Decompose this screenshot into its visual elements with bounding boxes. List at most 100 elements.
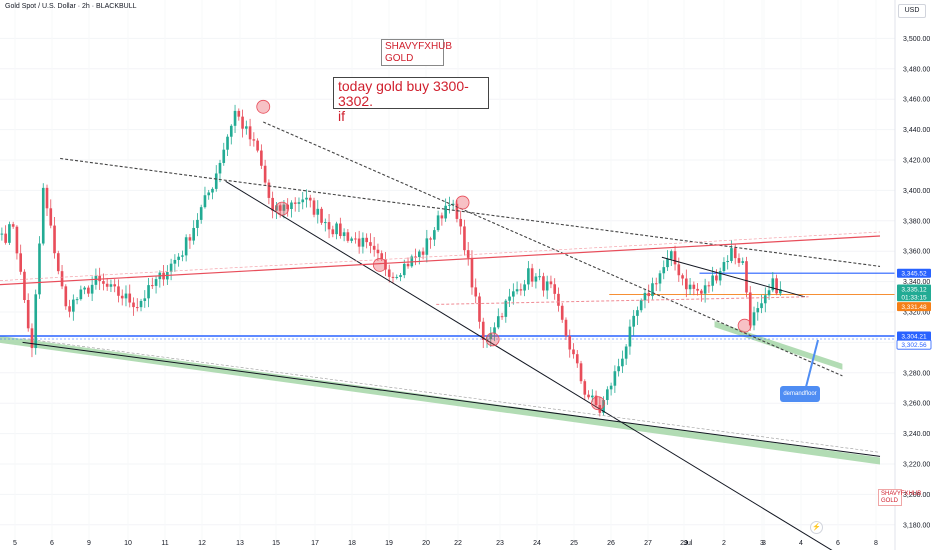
candlesticks <box>0 104 782 417</box>
trade-line2: if <box>338 108 345 124</box>
candle-body <box>192 227 195 241</box>
candle-body <box>26 300 30 329</box>
candle-body <box>463 226 466 251</box>
candle-body <box>621 358 624 367</box>
candle-body <box>421 251 425 255</box>
candle-body <box>673 251 677 265</box>
candle-body <box>564 319 568 336</box>
candle-body <box>395 276 399 278</box>
candle-body <box>474 287 478 297</box>
trendline <box>263 121 843 377</box>
candle-body <box>354 238 357 240</box>
candle-body <box>425 238 429 255</box>
candle-body <box>339 223 342 237</box>
candle-body <box>372 245 376 250</box>
candle-body <box>229 125 233 137</box>
candle-body <box>440 215 444 219</box>
candle-body <box>560 305 564 320</box>
x-tick-label: 9 <box>87 540 91 547</box>
candle-body <box>342 232 346 237</box>
candle-body <box>214 173 218 189</box>
lightning-icon[interactable]: ⚡ <box>810 521 823 534</box>
brand-note[interactable]: SHAVYFXHUB GOLD <box>381 39 453 66</box>
candle-body <box>707 285 711 287</box>
x-tick-label: 19 <box>385 540 393 547</box>
candle-body <box>113 284 117 287</box>
candle-body <box>666 258 669 268</box>
candle-body <box>575 354 579 364</box>
candle-body <box>316 208 320 215</box>
candle-body <box>128 293 132 303</box>
y-tick-label: 3,460.00 <box>903 97 930 104</box>
x-tick-label: 29 <box>680 540 688 547</box>
price-badge <box>897 331 931 341</box>
candle-body <box>109 284 113 287</box>
candle-body <box>448 204 451 206</box>
candle-body <box>245 126 248 129</box>
candle-body <box>399 275 402 277</box>
x-tick-label: 13 <box>236 540 244 547</box>
x-tick-label: 10 <box>124 540 132 547</box>
brand-line1: SHAVYFXHUB <box>385 41 453 52</box>
candle-body <box>730 248 733 261</box>
candle-body <box>451 203 455 205</box>
demand-zone <box>714 321 843 370</box>
x-tick-label: 17 <box>311 540 319 547</box>
candle-body <box>470 257 474 288</box>
trade-note[interactable]: today gold buy 3300-3302. if <box>333 77 489 124</box>
candle-body <box>361 237 365 247</box>
y-tick-label: 3,240.00 <box>903 431 930 438</box>
price-axis[interactable]: 3,180.00 3,200.00 3,220.00 3,240.00 3,260.00… <box>894 0 930 550</box>
candle-body <box>685 278 688 290</box>
candle-body <box>132 302 135 308</box>
touch-markers <box>256 99 752 411</box>
candle-body <box>290 202 293 210</box>
candle-body <box>651 283 654 297</box>
y-tick-label: 3,440.00 <box>903 127 930 134</box>
candle-body <box>188 237 192 241</box>
touch-marker <box>737 318 752 333</box>
candle-body <box>455 203 459 219</box>
y-tick-label: 3,200.00 <box>903 492 930 499</box>
candle-body <box>278 205 282 211</box>
candle-body <box>312 200 316 215</box>
x-tick-label: 6 <box>50 540 54 547</box>
candle-body <box>211 188 214 193</box>
demand-callout[interactable]: demandfloor <box>780 386 820 402</box>
candle-body <box>357 238 361 247</box>
candle-body <box>139 300 143 308</box>
y-tick-label: 3,220.00 <box>903 462 930 469</box>
x-tick-label: 6 <box>836 540 840 547</box>
candle-body <box>553 284 557 294</box>
touch-marker <box>256 99 271 114</box>
candle-body <box>30 328 34 349</box>
candle-body <box>327 222 331 230</box>
trendline <box>0 231 881 281</box>
candle-body <box>745 261 748 293</box>
candle-body <box>45 187 49 209</box>
trendline <box>661 256 805 298</box>
candle-body <box>527 268 530 285</box>
candle-body <box>177 256 180 260</box>
candle-body <box>737 258 741 263</box>
candle-body <box>34 294 38 349</box>
candle-body <box>184 237 188 256</box>
candle-body <box>233 110 237 126</box>
candle-body <box>481 321 485 340</box>
candle-body <box>775 278 778 294</box>
candle-body <box>756 308 760 313</box>
candle-body <box>241 116 244 129</box>
candle-body <box>68 306 71 312</box>
price-badge <box>897 302 931 312</box>
candle-body <box>711 275 714 286</box>
candle-body <box>534 276 538 282</box>
candle-body <box>459 218 462 227</box>
candle-body <box>587 394 590 398</box>
currency-button[interactable]: USD <box>898 4 926 18</box>
symbol-title: Gold Spot / U.S. Dollar · 2h · BLACKBULL <box>5 3 137 10</box>
trendlines[interactable] <box>0 121 881 550</box>
candle-body <box>248 126 252 140</box>
x-tick-label: 11 <box>161 540 168 547</box>
